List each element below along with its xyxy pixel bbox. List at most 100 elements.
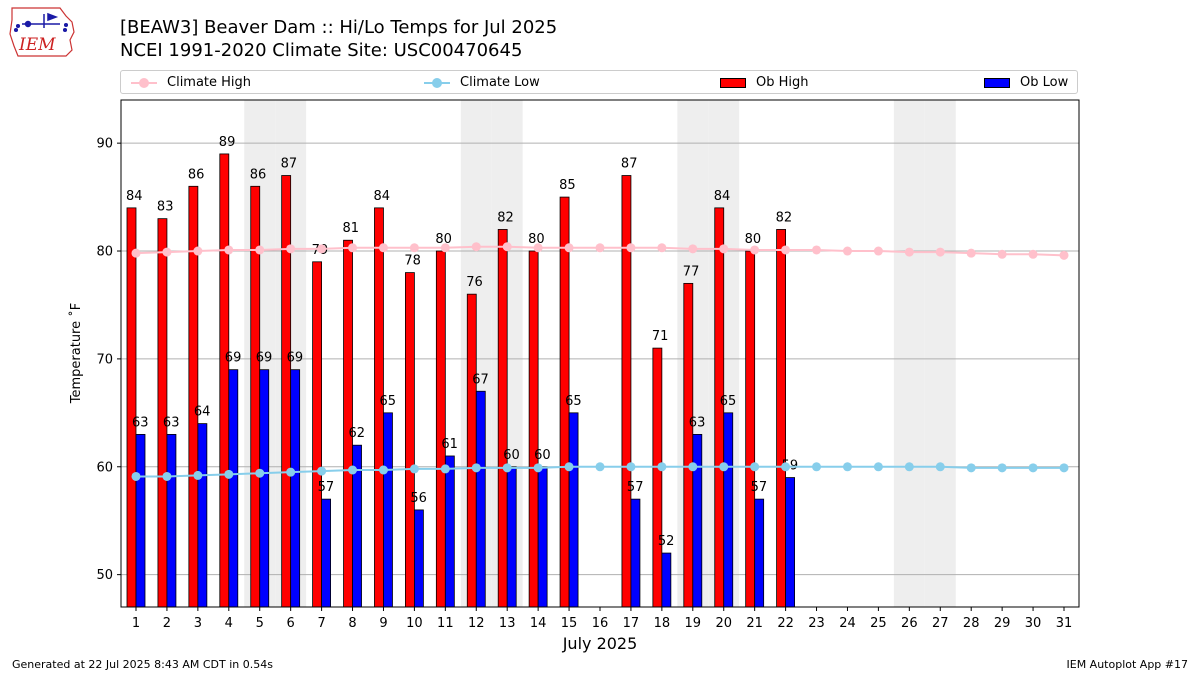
bar-ob-low	[661, 552, 672, 608]
data-label-ob-low: 65	[379, 394, 396, 409]
point-climate-low	[688, 462, 698, 472]
point-climate-low	[440, 464, 450, 474]
data-label-ob-low: 64	[194, 405, 211, 420]
x-tick-label: 2	[163, 616, 171, 631]
data-label-ob-high: 85	[559, 178, 576, 193]
point-climate-low	[378, 465, 388, 475]
x-tick-label: 4	[225, 616, 233, 631]
x-tick-label: 27	[932, 616, 949, 631]
point-climate-low	[750, 462, 760, 472]
data-label-ob-low: 69	[225, 351, 242, 366]
x-tick-label: 24	[839, 616, 856, 631]
bar-ob-high	[683, 282, 694, 608]
point-climate-low	[626, 462, 636, 472]
bar-ob-high	[466, 293, 477, 608]
x-tick-label: 28	[963, 616, 980, 631]
x-tick-label: 25	[870, 616, 887, 631]
bar-ob-low	[568, 412, 579, 608]
legend-swatch-climate-low	[424, 74, 450, 92]
point-climate-low	[502, 463, 512, 473]
data-label-ob-low: 56	[410, 491, 427, 506]
data-label-ob-low: 57	[318, 480, 335, 495]
x-tick-label: 20	[715, 616, 732, 631]
legend-label-ob-low: Ob Low	[1020, 75, 1069, 90]
x-tick-label: 31	[1056, 616, 1073, 631]
point-climate-low	[255, 468, 265, 478]
legend-item-ob-high: Ob High	[720, 74, 809, 92]
data-label-ob-low: 63	[689, 415, 706, 430]
point-climate-low	[657, 462, 667, 472]
data-label-ob-high: 71	[652, 329, 669, 344]
chart-legend: Climate High Climate Low Ob High Ob Low	[120, 70, 1078, 94]
bar-ob-high	[652, 347, 663, 608]
x-tick-label: 8	[348, 616, 356, 631]
x-tick-label: 16	[592, 616, 609, 631]
data-label-ob-high: 87	[281, 157, 298, 172]
point-climate-high	[131, 248, 141, 258]
bar-ob-low	[166, 434, 177, 608]
point-climate-high	[193, 246, 203, 256]
point-climate-low	[224, 469, 234, 479]
bar-ob-high	[621, 175, 632, 608]
x-tick-label: 13	[499, 616, 516, 631]
point-climate-low	[193, 470, 203, 480]
data-label-ob-low: 69	[256, 351, 273, 366]
point-climate-low	[966, 463, 976, 473]
point-climate-low	[1059, 463, 1069, 473]
data-label-ob-low: 65	[720, 394, 737, 409]
data-label-ob-high: 82	[497, 210, 514, 225]
bar-ob-low	[259, 369, 270, 608]
point-climate-low	[812, 462, 822, 472]
x-tick-label: 11	[437, 616, 454, 631]
x-tick-label: 21	[746, 616, 763, 631]
y-tick-label: 80	[96, 245, 113, 260]
y-tick-label: 60	[96, 460, 113, 475]
bar-ob-low	[135, 434, 146, 608]
data-label-ob-high: 80	[528, 232, 545, 247]
bar-ob-low	[290, 369, 301, 608]
x-tick-label: 10	[406, 616, 423, 631]
point-climate-high	[781, 245, 791, 255]
data-label-ob-low: 63	[132, 415, 149, 430]
y-tick-label: 50	[96, 568, 113, 583]
data-label-ob-high: 84	[126, 189, 143, 204]
bar-ob-low	[444, 455, 455, 608]
legend-swatch-ob-high	[720, 78, 746, 88]
data-label-ob-low: 63	[163, 415, 180, 430]
point-climate-high	[626, 243, 636, 253]
point-climate-high	[719, 244, 729, 254]
bar-ob-low	[197, 423, 208, 608]
x-tick-label: 22	[777, 616, 794, 631]
point-climate-high	[378, 243, 388, 253]
bar-ob-low	[413, 509, 424, 608]
data-label-ob-low: 67	[472, 372, 489, 387]
data-label-ob-high: 89	[219, 135, 236, 150]
data-label-ob-low: 60	[503, 448, 520, 463]
data-label-ob-low: 69	[287, 351, 304, 366]
legend-swatch-climate-high	[131, 74, 157, 92]
bar-ob-high	[343, 239, 353, 608]
point-climate-low	[873, 462, 883, 472]
bar-ob-high	[776, 229, 786, 608]
bar-ob-low	[383, 412, 393, 608]
data-label-ob-high: 83	[157, 200, 174, 215]
point-climate-low	[935, 462, 945, 472]
bar-ob-low	[785, 477, 795, 608]
x-tick-label: 29	[994, 616, 1011, 631]
bar-ob-high	[219, 153, 230, 608]
chart-title: [BEAW3] Beaver Dam :: Hi/Lo Temps for Ju…	[120, 17, 558, 38]
iem-logo: IEM	[9, 7, 75, 57]
y-tick-label: 90	[96, 137, 113, 152]
data-label-ob-high: 86	[188, 167, 205, 182]
point-climate-high	[348, 243, 358, 253]
point-climate-high	[904, 247, 914, 257]
data-label-ob-high: 87	[621, 157, 638, 172]
bar-ob-low	[692, 434, 703, 608]
data-label-ob-high: 77	[683, 264, 700, 279]
legend-item-climate-high: Climate High	[131, 74, 251, 92]
point-climate-high	[812, 245, 822, 255]
bar-ob-low	[321, 498, 332, 608]
data-label-ob-low: 65	[565, 394, 582, 409]
data-label-ob-high: 84	[373, 189, 390, 204]
